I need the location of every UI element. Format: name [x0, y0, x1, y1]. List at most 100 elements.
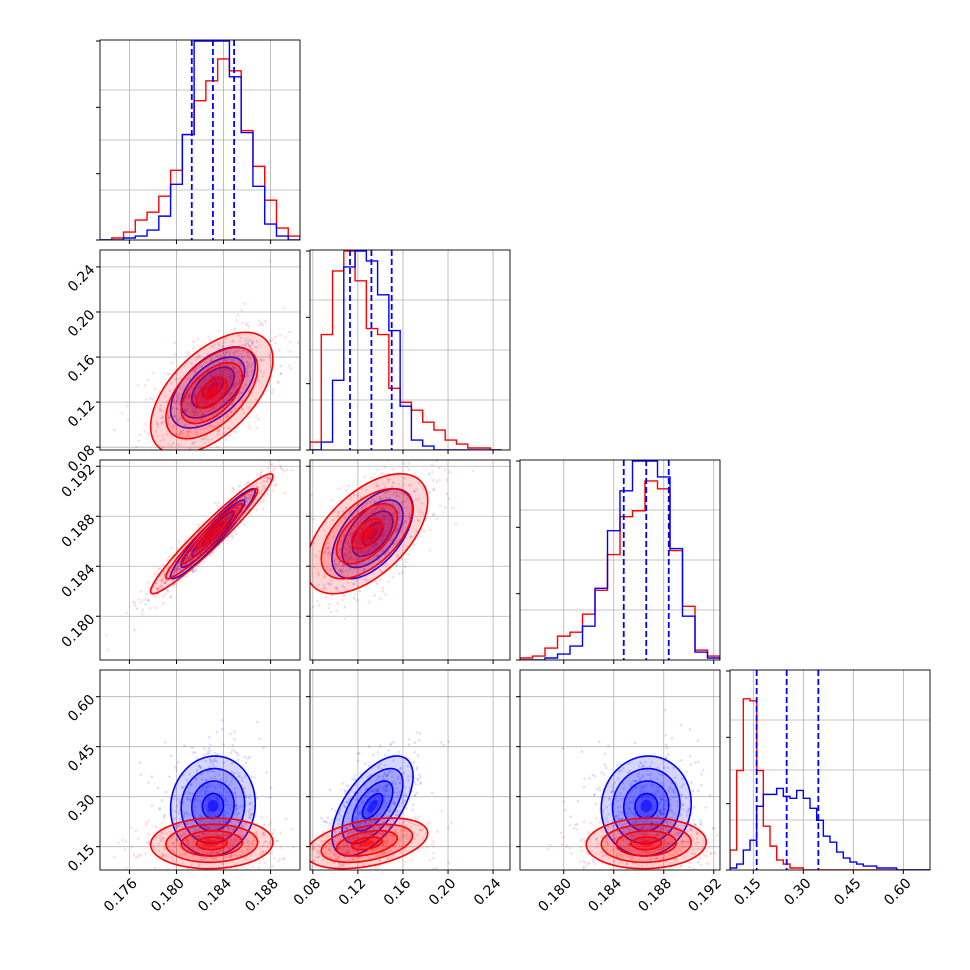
- scatter-point-red: [279, 466, 283, 470]
- scatter-point-red: [186, 431, 190, 434]
- scatter-point-red: [177, 432, 181, 436]
- scatter-point-blue: [174, 402, 177, 405]
- scatter-point-red: [277, 592, 280, 595]
- scatter-point-red: [237, 507, 240, 510]
- scatter-point-red: [235, 318, 239, 322]
- scatter-point-red: [418, 510, 421, 513]
- scatter-point-blue: [193, 395, 197, 398]
- scatter-point-red: [176, 567, 180, 570]
- scatter-point-red: [191, 550, 195, 554]
- scatter-point-red: [210, 344, 213, 348]
- scatter-point-red: [371, 550, 375, 554]
- scatter-point-blue: [379, 549, 383, 553]
- scatter-point-red: [251, 348, 254, 352]
- scatter-point-red: [317, 603, 321, 607]
- scatter-point-red: [384, 491, 387, 495]
- scatter-point-blue: [357, 559, 360, 562]
- scatter-point-red: [211, 381, 215, 385]
- scatter-point-blue: [238, 348, 241, 352]
- scatter-point-red: [403, 521, 406, 524]
- scatter-point-blue: [176, 407, 179, 411]
- scatter-point-red: [391, 575, 395, 579]
- scatter-point-red: [207, 409, 211, 413]
- scatter-point-blue: [175, 568, 178, 572]
- scatter-point-red: [124, 840, 128, 843]
- scatter-point-red: [238, 399, 241, 403]
- scatter-point-red: [263, 861, 267, 865]
- scatter-point-blue: [342, 534, 346, 538]
- scatter-point-blue: [396, 540, 399, 544]
- scatter-point-blue: [165, 588, 169, 592]
- scatter-point-red: [169, 596, 173, 600]
- scatter-point-blue: [228, 515, 231, 519]
- scatter-point-blue: [338, 554, 342, 557]
- scatter-point-blue: [227, 414, 230, 418]
- scatter-point-blue: [354, 540, 358, 544]
- scatter-point-blue: [247, 362, 251, 366]
- scatter-point-red: [381, 505, 384, 508]
- scatter-point-red: [283, 862, 286, 865]
- scatter-point-blue: [413, 794, 417, 798]
- scatter-point-blue: [183, 744, 186, 747]
- scatter-point-blue: [250, 775, 254, 779]
- scatter-point-blue: [192, 751, 195, 754]
- scatter-point-blue: [382, 516, 385, 520]
- scatter-point-red: [248, 813, 251, 816]
- scatter-point-blue: [262, 746, 265, 750]
- scatter-point-red: [125, 611, 128, 615]
- scatter-point-blue: [338, 569, 342, 572]
- scatter-point-red: [247, 406, 251, 410]
- scatter-point-red: [169, 409, 173, 412]
- scatter-point-red: [269, 478, 272, 481]
- scatter-point-red: [197, 411, 200, 415]
- scatter-point-red: [205, 426, 209, 429]
- scatter-point-red: [217, 501, 220, 505]
- scatter-point-red: [436, 830, 439, 834]
- scatter-point-blue: [144, 602, 147, 606]
- scatter-point-blue: [397, 523, 400, 527]
- scatter-point-red: [236, 508, 239, 512]
- scatter-point-blue: [342, 553, 346, 556]
- scatter-point-red: [242, 411, 245, 415]
- scatter-point-red: [244, 494, 247, 497]
- scatter-point-red: [171, 406, 175, 409]
- scatter-point-red: [389, 513, 393, 517]
- scatter-point-blue: [420, 501, 424, 505]
- scatter-point-red: [232, 359, 235, 363]
- scatter-point-red: [287, 873, 290, 876]
- scatter-point-red: [136, 383, 140, 387]
- scatter-point-red: [445, 478, 448, 482]
- scatter-point-red: [290, 528, 293, 531]
- scatter-point-red: [373, 806, 376, 809]
- scatter-point-blue: [329, 568, 333, 572]
- scatter-point-red: [247, 876, 250, 879]
- scatter-point-red: [302, 588, 305, 591]
- scatter-point-blue: [603, 752, 607, 756]
- scatter-point-red: [259, 500, 263, 504]
- scatter-point-red: [145, 592, 148, 596]
- scatter-point-blue: [417, 497, 420, 501]
- density-core-red: [204, 385, 220, 401]
- scatter-point-blue: [184, 423, 187, 427]
- scatter-point-blue: [355, 550, 358, 554]
- scatter-point-blue: [195, 418, 198, 422]
- scatter-point-blue: [249, 346, 253, 350]
- scatter-point-red: [255, 426, 259, 430]
- scatter-point-red: [146, 580, 150, 584]
- scatter-point-red: [204, 872, 207, 875]
- scatter-point-red: [166, 412, 170, 416]
- scatter-point-red: [372, 499, 375, 502]
- scatter-point-red: [246, 892, 249, 895]
- scatter-point-blue: [154, 430, 158, 433]
- scatter-point-red: [230, 490, 234, 493]
- scatter-point-red: [331, 875, 334, 878]
- scatter-point-blue: [217, 347, 221, 351]
- scatter-point-blue: [193, 413, 196, 417]
- scatter-point-red: [185, 406, 189, 410]
- scatter-point-red: [307, 860, 310, 863]
- scatter-point-red: [253, 366, 257, 369]
- scatter-point-blue: [179, 415, 183, 419]
- scatter-point-blue: [330, 877, 333, 880]
- scatter-point-red: [193, 410, 196, 413]
- scatter-point-red: [154, 420, 158, 424]
